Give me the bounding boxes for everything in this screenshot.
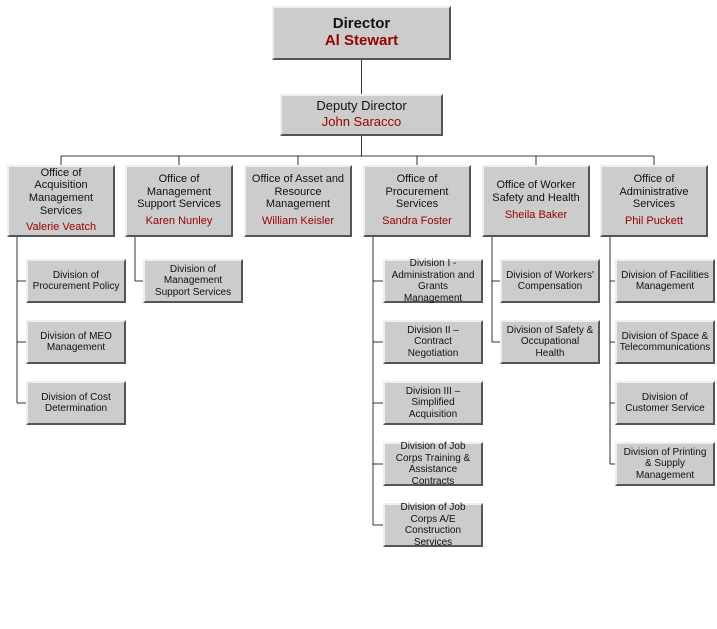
office-box-arm-name: William Keisler	[262, 215, 334, 229]
division-box-wsh-1: Division of Safety & Occupational Health	[500, 320, 600, 364]
office-box-adm: Office of Administrative Services Phil Pu…	[600, 165, 708, 237]
division-box-adm-2: Division of Customer Service	[615, 381, 715, 425]
division-box-proc-4-title: Division of Job Corps A/E Construction S…	[389, 502, 477, 548]
division-box-adm-2-title: Division of Customer Service	[621, 392, 709, 415]
division-box-adm-1: Division of Space & Telecommunications	[615, 320, 715, 364]
division-box-adm-0: Division of Facilities Management	[615, 259, 715, 303]
office-box-acq-title: Office of Acquisition Management Service…	[13, 167, 109, 218]
office-box-wsh-title: Office of Worker Safety and Health	[488, 179, 584, 204]
division-box-adm-3: Division of Printing & Supply Management	[615, 442, 715, 486]
division-box-wsh-0: Division of Workers' Compensation	[500, 259, 600, 303]
office-box-acq: Office of Acquisition Management Service…	[7, 165, 115, 237]
division-box-adm-1-title: Division of Space & Telecommunications	[620, 331, 711, 354]
division-box-acq-0-title: Division of Procurement Policy	[32, 270, 120, 293]
deputy-director-box-title: Deputy Director	[316, 99, 406, 114]
deputy-director-box: Deputy DirectorJohn Saracco	[280, 94, 443, 136]
division-box-wsh-1-title: Division of Safety & Occupational Health	[506, 325, 594, 360]
director-box-name: Al Stewart	[325, 32, 398, 51]
office-box-mgmt-title: Office of Management Support Services	[131, 173, 227, 211]
office-box-proc-title: Office of Procurement Services	[369, 173, 465, 211]
division-box-proc-0-title: Division I - Administration and Grants M…	[389, 258, 477, 304]
director-box-title: Director	[333, 15, 391, 32]
deputy-director-box-name: John Saracco	[322, 114, 402, 130]
office-box-wsh: Office of Worker Safety and Health Sheila…	[482, 165, 590, 237]
office-box-wsh-name: Sheila Baker	[505, 209, 567, 223]
office-box-acq-name: Valerie Veatch	[26, 221, 96, 235]
division-box-proc-3-title: Division of Job Corps Training & Assista…	[389, 441, 477, 487]
division-box-proc-2-title: Division III – Simplified Acquisition	[389, 386, 477, 421]
office-box-proc: Office of Procurement Services Sandra Fos…	[363, 165, 471, 237]
division-box-acq-2-title: Division of Cost Determination	[32, 392, 120, 415]
division-box-adm-3-title: Division of Printing & Supply Management	[621, 447, 709, 482]
division-box-mgmt-0: Division of Management Support Services	[143, 259, 243, 303]
division-box-acq-0: Division of Procurement Policy	[26, 259, 126, 303]
office-box-mgmt-name: Karen Nunley	[146, 215, 213, 229]
office-box-mgmt: Office of Management Support Services Kar…	[125, 165, 233, 237]
division-box-acq-1: Division of MEO Management	[26, 320, 126, 364]
division-box-proc-3: Division of Job Corps Training & Assista…	[383, 442, 483, 486]
director-box: DirectorAl Stewart	[272, 6, 451, 60]
office-box-adm-title: Office of Administrative Services	[606, 173, 702, 211]
division-box-proc-2: Division III – Simplified Acquisition	[383, 381, 483, 425]
office-box-adm-name: Phil Puckett	[625, 215, 683, 229]
division-box-proc-4: Division of Job Corps A/E Construction S…	[383, 503, 483, 547]
division-box-acq-2: Division of Cost Determination	[26, 381, 126, 425]
office-box-proc-name: Sandra Foster	[382, 215, 452, 229]
office-box-arm: Office of Asset and Resource Management W…	[244, 165, 352, 237]
division-box-wsh-0-title: Division of Workers' Compensation	[506, 270, 594, 293]
division-box-adm-0-title: Division of Facilities Management	[621, 270, 709, 293]
division-box-acq-1-title: Division of MEO Management	[32, 331, 120, 354]
division-box-proc-1-title: Division II – Contract Negotiation	[389, 325, 477, 360]
division-box-proc-0: Division I - Administration and Grants M…	[383, 259, 483, 303]
office-box-arm-title: Office of Asset and Resource Management	[250, 173, 346, 211]
division-box-mgmt-0-title: Division of Management Support Services	[149, 264, 237, 299]
division-box-proc-1: Division II – Contract Negotiation	[383, 320, 483, 364]
